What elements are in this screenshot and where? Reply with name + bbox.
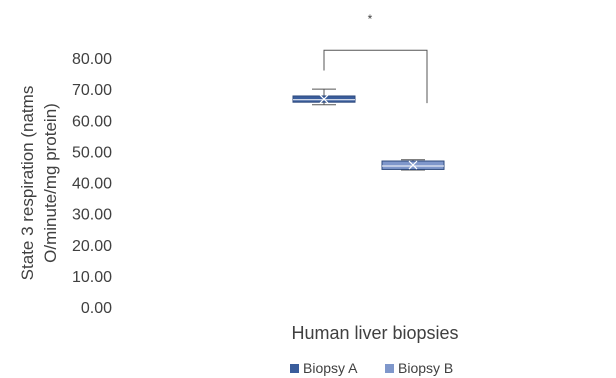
y-tick-label: 30.00	[72, 207, 112, 224]
box-1	[292, 88, 356, 106]
legend-swatch	[385, 364, 394, 373]
significance-star: *	[368, 12, 373, 26]
mean-marker	[319, 94, 329, 104]
y-tick-label: 0.00	[81, 300, 112, 317]
y-axis-label-line-2: O/minute/mg protein)	[41, 103, 60, 263]
legend: Biopsy A Biopsy B	[290, 360, 453, 376]
y-tick-label: 70.00	[72, 82, 112, 99]
bracket-line	[323, 49, 428, 104]
mean-marker	[408, 160, 418, 170]
boxes	[292, 88, 445, 171]
y-tick-label: 50.00	[72, 144, 112, 161]
legend-label: Biopsy B	[398, 360, 453, 376]
legend-label: Biopsy A	[303, 360, 358, 376]
y-tick-label: 40.00	[72, 176, 112, 193]
legend-swatch	[290, 364, 299, 373]
box-2	[381, 159, 445, 171]
y-tick-label: 80.00	[72, 51, 112, 68]
y-axis-label: State 3 respiration (natms O/minute/mg p…	[18, 86, 60, 281]
y-axis-ticks: 0.00 10.00 20.00 30.00 40.00 50.00 60.00 70.00 8…	[72, 51, 112, 317]
y-tick-label: 20.00	[72, 238, 112, 255]
significance-bracket	[323, 49, 428, 104]
y-tick-label: 10.00	[72, 269, 112, 286]
y-tick-label: 60.00	[72, 113, 112, 130]
y-axis-label-line-1: State 3 respiration (natms	[18, 86, 37, 281]
x-axis-label: Human liver biopsies	[291, 323, 458, 343]
